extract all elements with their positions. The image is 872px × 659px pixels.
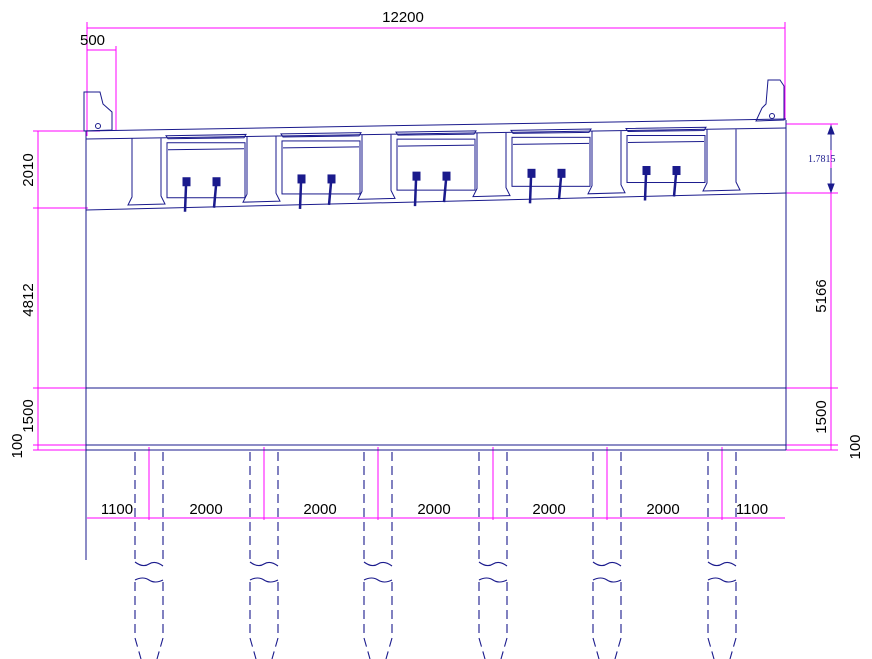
pile-break [592,577,622,583]
pile-tip [363,637,393,659]
pile-spacing-label: 2000 [303,501,336,518]
anchor-bolt-head [672,166,681,176]
pier-height-left-label: 4812 [20,283,37,316]
box-girder [166,142,246,199]
pedestal [357,134,396,200]
pile-tip [707,637,737,659]
box-girder-flange [510,128,592,134]
pile-tip [592,637,622,659]
seal-left-label: 100 [9,433,26,458]
pedestal [472,132,511,198]
pile-group [134,452,737,659]
pier-height-right-label: 5166 [813,279,830,312]
pier-structure [83,79,787,560]
box-girder [626,135,706,184]
box-girder [511,136,591,187]
anchor-bolt-head [327,174,336,184]
anchor-bolt [643,174,648,201]
pedestal [702,129,741,192]
anchor-bolt [413,180,418,207]
anchor-bolt [442,180,448,203]
girder-sections [127,126,741,212]
pile-break [249,577,279,583]
anchor-bolt-head [642,166,651,176]
anchor-bolt-head [412,171,421,181]
box-girder [396,138,476,191]
pile-break [249,561,279,567]
pedestal [587,131,626,195]
footing-left-label: 1500 [20,399,37,432]
seal-right-label: 100 [847,434,864,459]
box-girder-flange [165,133,247,140]
box-girder-flange [625,126,707,133]
pile-break [363,561,393,567]
pile-break [363,577,393,583]
pile-spacing-label: 2000 [189,501,222,518]
pile-break [134,577,164,583]
anchor-bolt-head [212,177,221,187]
anchor-bolt [212,185,218,208]
box-girder-flange [395,130,477,136]
anchor-bolt-head [527,168,536,178]
pile-tip [249,637,279,659]
box-girder-line [627,141,705,144]
anchor-bolt [327,182,333,206]
dimension-labels: 12200 500 2010 4812 1500 100 1.7815 5166… [9,9,864,518]
pile-break [478,561,508,567]
overhang-label: 500 [80,32,105,49]
box-girder-flange [280,132,362,138]
pile-spacing-label: 1100 [736,501,768,518]
box-girder-line [512,142,590,145]
pile-spacing-label: 2000 [646,501,679,518]
slope-arrow [827,124,835,194]
pile-spacing-label: 2000 [532,501,565,518]
anchor-bolt [528,177,533,204]
pile-break [592,561,622,567]
anchor-bolt-head [557,168,566,178]
slope-value-label: 1.7815 [808,154,836,165]
pedestal [242,136,281,203]
box-girder-line [397,144,475,147]
pile-break [478,577,508,583]
pile-spacing-label: 2000 [417,501,450,518]
pile-spacing-label: 1100 [101,501,133,518]
box-girder-line [167,148,245,151]
anchor-bolt [557,177,563,200]
pile-tip [478,637,508,659]
box-girder [281,140,361,195]
pedestal [127,138,166,206]
pile-tip [134,637,164,659]
anchor-bolt [672,174,678,197]
anchor-bolt [183,185,188,212]
box-girder-line [282,146,360,149]
anchor-bolt [298,182,303,209]
pile-break [707,561,737,567]
cap-height-left-label: 2010 [20,153,37,186]
anchor-bolt-head [182,177,191,187]
anchor-bolt-head [297,174,306,184]
anchor-bolt-head [442,171,451,181]
total-width-label: 12200 [382,9,424,26]
pile-break [707,577,737,583]
pile-break [134,561,164,567]
footing-right-label: 1500 [813,400,830,433]
